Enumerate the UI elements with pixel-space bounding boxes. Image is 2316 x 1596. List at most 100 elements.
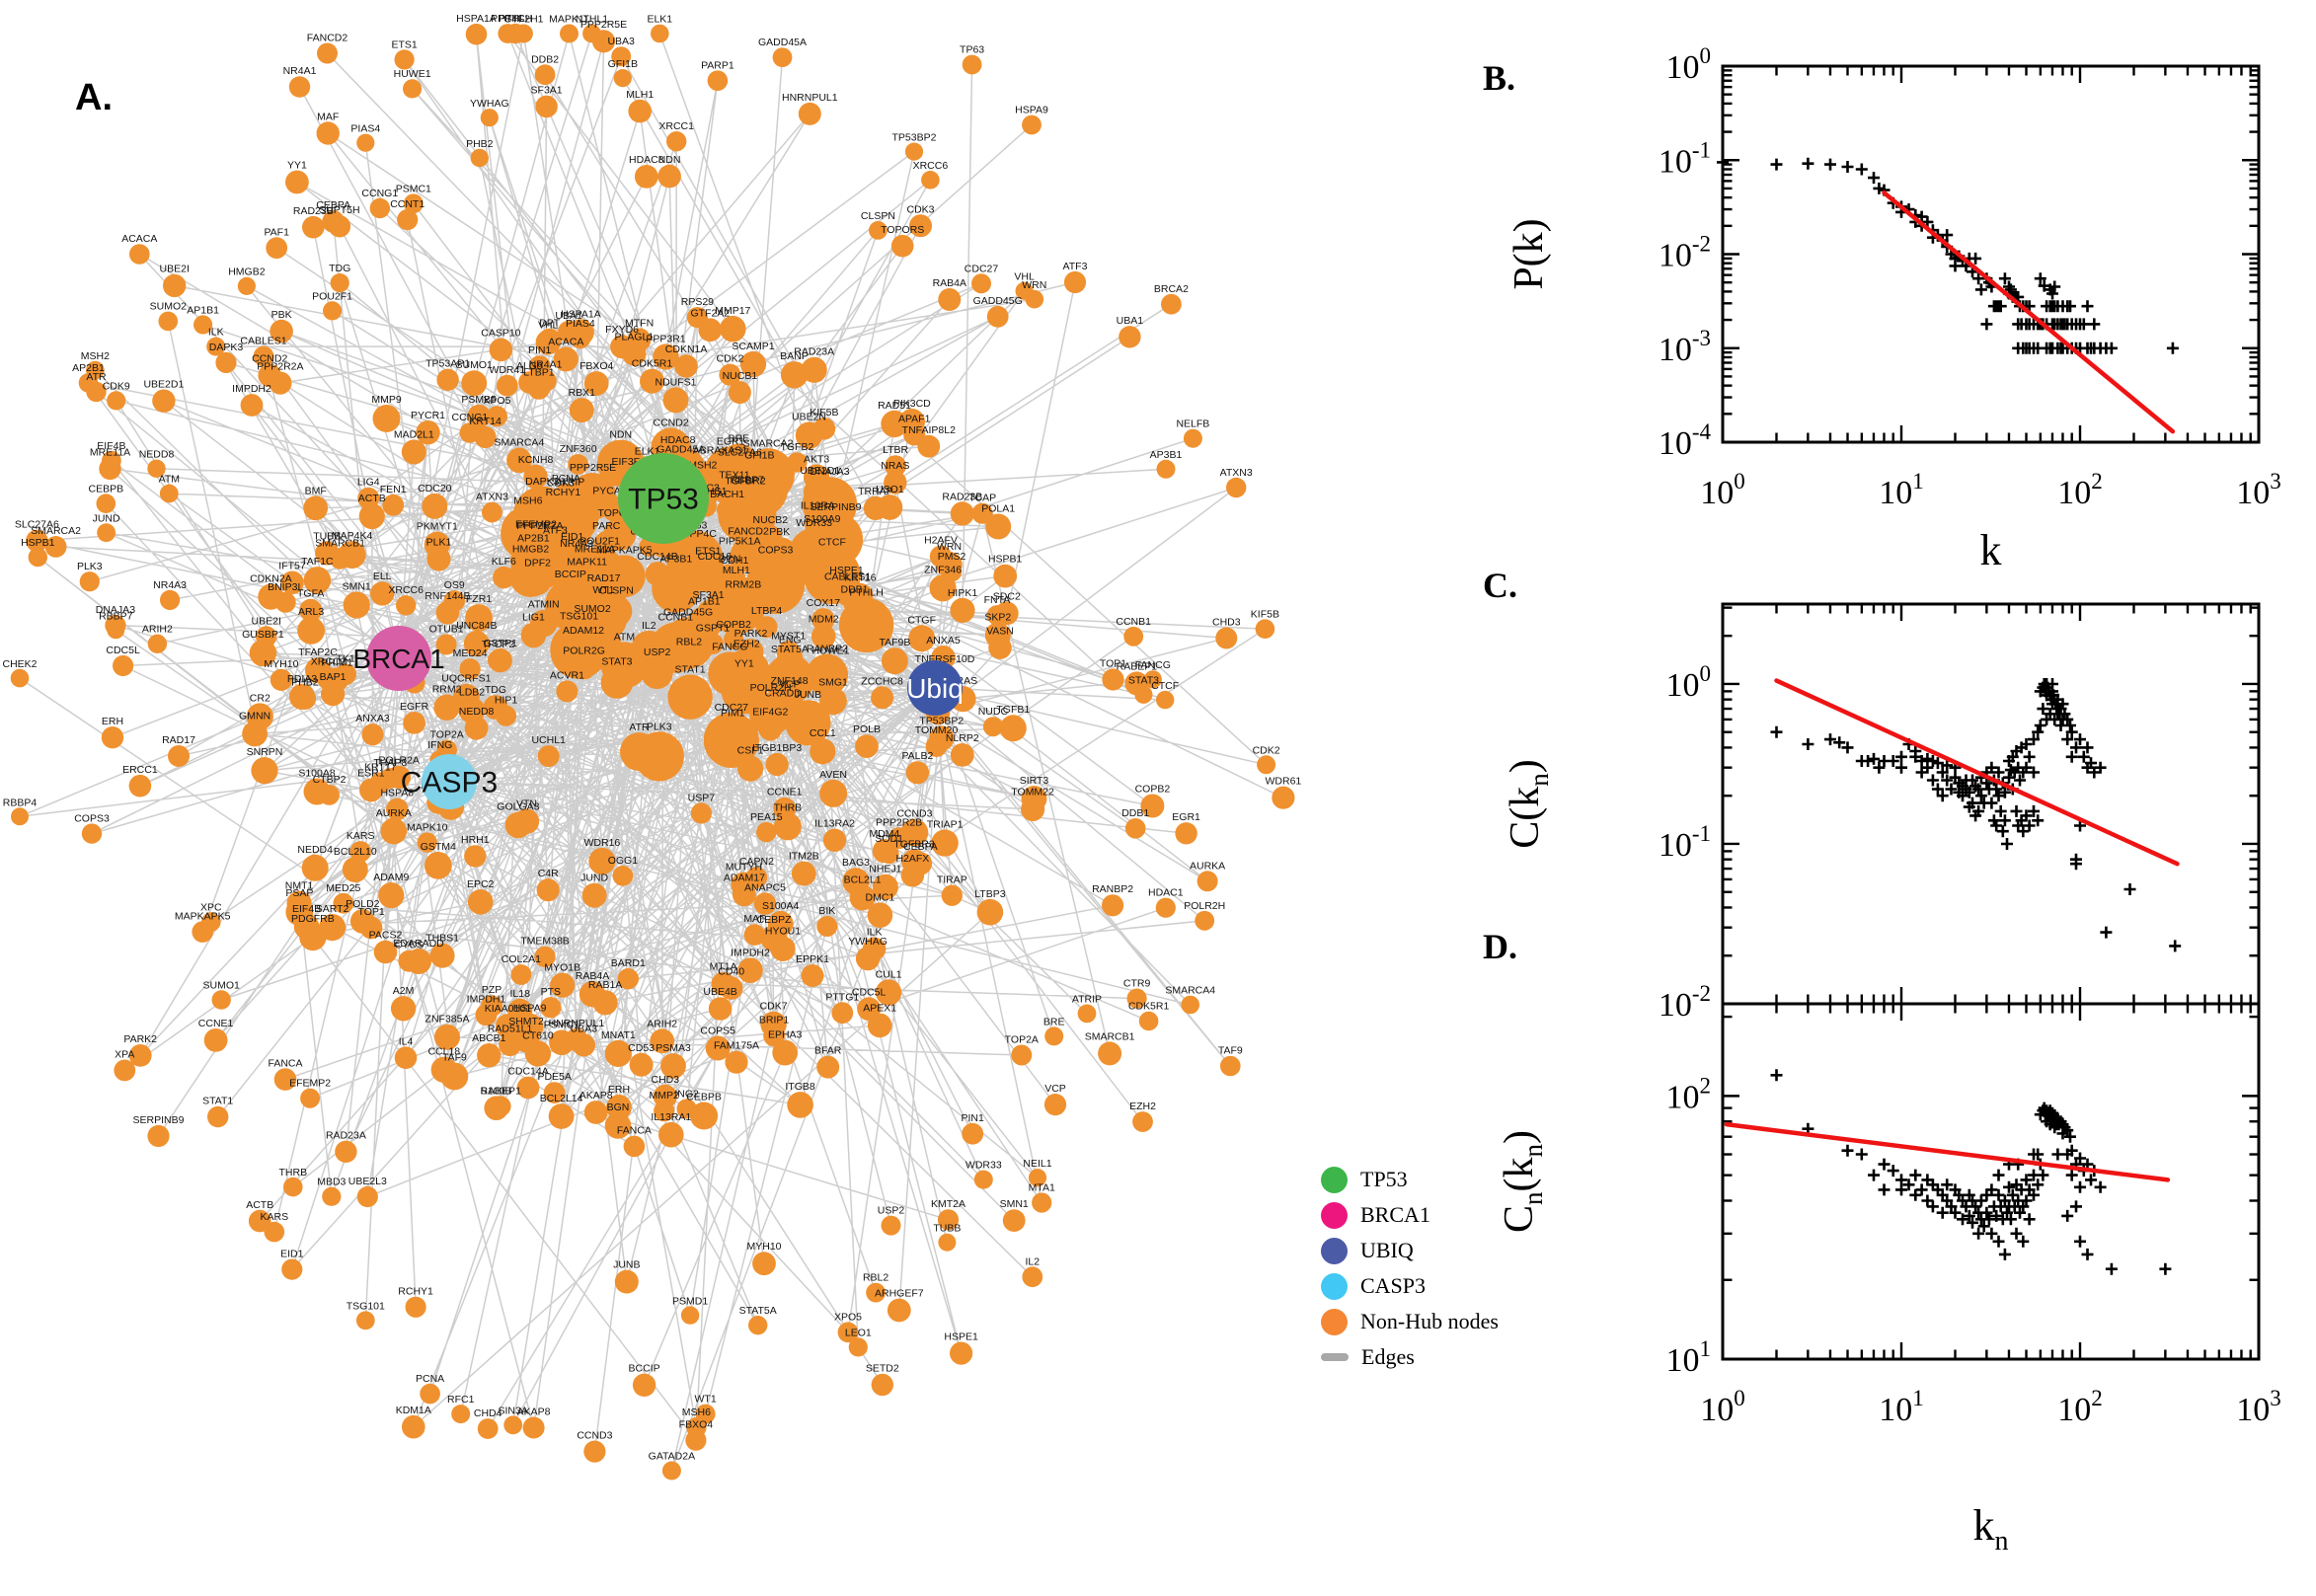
- svg-text:HMGB2: HMGB2: [512, 544, 550, 556]
- charts-canvas: 100 101 102 10310010-110-210-310-4kP(k)1001…: [1497, 43, 2281, 1557]
- svg-text:TIRAP: TIRAP: [937, 874, 967, 886]
- legend-item-label: Edges: [1361, 1344, 1415, 1369]
- svg-text:KLF6: KLF6: [492, 556, 516, 568]
- svg-text:CRADD: CRADD: [765, 687, 803, 699]
- svg-text:TAF9B: TAF9B: [879, 637, 910, 648]
- svg-text:AVEN: AVEN: [819, 769, 847, 781]
- svg-text:ADAM9: ADAM9: [373, 872, 409, 883]
- svg-text:ACTB: ACTB: [246, 1199, 273, 1211]
- svg-text:MAP4K4: MAP4K4: [332, 530, 373, 542]
- svg-text:OTUB1: OTUB1: [429, 624, 464, 636]
- svg-text:PAF1: PAF1: [264, 226, 289, 238]
- svg-text:HSPE1: HSPE1: [944, 1331, 978, 1343]
- scatter-points: [1717, 156, 2179, 354]
- svg-text:ATF3: ATF3: [543, 525, 568, 537]
- svg-text:HSPA9: HSPA9: [1015, 105, 1048, 116]
- network-hub-nodes: TP53 BRCA1 Ubiq CASP3: [352, 453, 964, 809]
- svg-text:KIAA0101: KIAA0101: [485, 1003, 531, 1015]
- svg-text:RBL2: RBL2: [676, 636, 702, 647]
- svg-text:GUSBP1: GUSBP1: [242, 629, 284, 641]
- svg-text:THAP8: THAP8: [373, 757, 407, 769]
- svg-text:CDC27: CDC27: [965, 263, 999, 274]
- svg-text:CDC27: CDC27: [715, 702, 749, 714]
- svg-text:HNRNPUL1: HNRNPUL1: [782, 92, 838, 104]
- svg-text:YWHAG: YWHAG: [470, 98, 509, 110]
- svg-text:ZCCHC8: ZCCHC8: [861, 675, 903, 687]
- svg-text:BGN: BGN: [607, 1102, 630, 1113]
- svg-text:TOP1: TOP1: [357, 906, 384, 918]
- svg-text:MAF: MAF: [743, 913, 765, 925]
- svg-text:CCNB1: CCNB1: [1116, 616, 1151, 628]
- svg-text:UBE2D1: UBE2D1: [143, 379, 184, 391]
- legend-node-icon: [1321, 1272, 1348, 1300]
- svg-text:BCCIP: BCCIP: [629, 1363, 660, 1375]
- svg-text:PLK3: PLK3: [647, 721, 672, 732]
- svg-text:RAB4A: RAB4A: [933, 277, 966, 289]
- svg-text:PARK2: PARK2: [123, 1033, 157, 1045]
- svg-text:PDGFRB: PDGFRB: [291, 913, 335, 925]
- svg-text:ERH: ERH: [102, 716, 123, 727]
- svg-text:MMP9: MMP9: [371, 394, 401, 406]
- svg-text:ATXN3: ATXN3: [476, 492, 508, 503]
- svg-text:AP1B1: AP1B1: [187, 304, 219, 316]
- svg-text:MBD3: MBD3: [317, 1177, 346, 1188]
- svg-text:DNAJA3: DNAJA3: [810, 466, 849, 478]
- svg-text:IL13RA1: IL13RA1: [651, 1111, 691, 1123]
- network-panel: MLH1 BRCA2 WT1 CHEK2 MSH2 ATM ATR FANCD2 EZH2 TP6…: [2, 13, 1301, 1481]
- svg-text:BCL2L1: BCL2L1: [844, 874, 882, 886]
- svg-text:TEX11: TEX11: [719, 470, 749, 482]
- svg-text:CT610: CT610: [522, 1029, 554, 1041]
- y-axis-label: C(kn​): [1503, 759, 1554, 849]
- svg-text:USP7: USP7: [688, 792, 716, 803]
- legend-item-brca1: BRCA1: [1321, 1200, 1558, 1230]
- svg-text:ARIH2: ARIH2: [142, 624, 173, 636]
- hub-node-ubiq: [907, 660, 963, 716]
- svg-text:BAP1: BAP1: [320, 671, 347, 683]
- svg-text:EPHA3: EPHA3: [768, 1029, 803, 1041]
- svg-text:GSPT1: GSPT1: [696, 622, 731, 634]
- svg-text:FANCA: FANCA: [617, 1125, 652, 1137]
- svg-text:S100A9: S100A9: [804, 513, 841, 525]
- svg-text:BCL2L14: BCL2L14: [540, 1093, 583, 1104]
- svg-text:BMF: BMF: [305, 485, 327, 496]
- svg-text:COX17: COX17: [807, 597, 841, 609]
- svg-text:MSH6: MSH6: [513, 495, 542, 507]
- legend-node-icon: [1321, 1308, 1348, 1335]
- svg-text:MYH10: MYH10: [264, 658, 298, 670]
- svg-text:GTF2A2: GTF2A2: [690, 307, 730, 319]
- svg-text:HUWE1: HUWE1: [812, 646, 850, 657]
- hub-label-tp53: TP53: [628, 484, 699, 516]
- svg-text:PLAGL1: PLAGL1: [615, 332, 655, 343]
- svg-text:TP53BP2: TP53BP2: [919, 715, 964, 726]
- svg-text:TUBB: TUBB: [933, 1223, 961, 1235]
- svg-text:ADAM17: ADAM17: [724, 872, 765, 883]
- tick-label: 10-2: [1659, 981, 1711, 1024]
- svg-text:SHMT2: SHMT2: [508, 1016, 544, 1027]
- svg-text:VCP: VCP: [779, 678, 801, 690]
- legend-item-label: BRCA1: [1360, 1202, 1430, 1227]
- svg-text:NDN: NDN: [609, 429, 632, 441]
- tick-label: 10-1: [1659, 137, 1711, 180]
- svg-text:CDK3: CDK3: [906, 203, 934, 215]
- svg-text:TK1: TK1: [336, 652, 354, 664]
- svg-text:MRE11A: MRE11A: [575, 544, 615, 556]
- svg-text:H2AFV: H2AFV: [924, 535, 958, 547]
- svg-text:HSPE1: HSPE1: [829, 565, 864, 576]
- svg-text:CHD4: CHD4: [474, 1407, 502, 1419]
- svg-text:ALG9: ALG9: [516, 360, 543, 372]
- svg-text:ACVR1: ACVR1: [550, 669, 584, 681]
- svg-text:HIP1: HIP1: [495, 695, 518, 707]
- svg-text:CDK5R1: CDK5R1: [1128, 1001, 1170, 1013]
- svg-text:ETS1: ETS1: [695, 545, 721, 557]
- svg-text:LEO1: LEO1: [845, 1327, 872, 1338]
- svg-text:JUND: JUND: [93, 512, 120, 524]
- svg-text:BANP: BANP: [780, 350, 809, 362]
- svg-text:LIG1: LIG1: [522, 612, 545, 624]
- svg-text:DPF2: DPF2: [524, 557, 551, 569]
- svg-text:ZNF148: ZNF148: [771, 675, 809, 687]
- svg-text:SMARCA4: SMARCA4: [495, 436, 545, 448]
- svg-text:NR4A3: NR4A3: [560, 538, 593, 550]
- svg-text:RBBP7: RBBP7: [99, 610, 133, 622]
- svg-text:POLB: POLB: [853, 723, 881, 735]
